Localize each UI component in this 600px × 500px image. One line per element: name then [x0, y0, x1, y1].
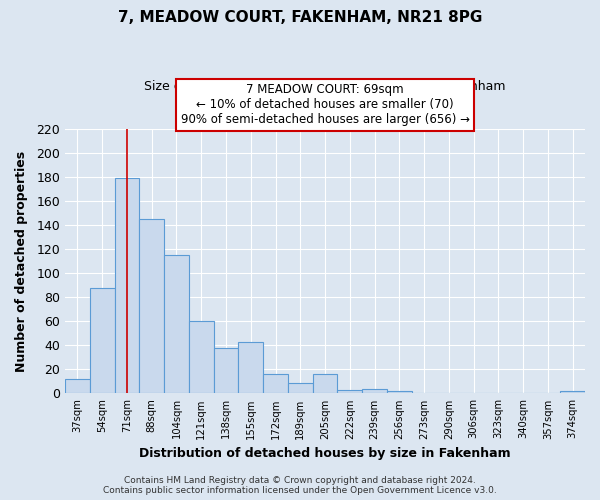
Bar	[139, 219, 164, 394]
Y-axis label: Number of detached properties: Number of detached properties	[15, 150, 28, 372]
Title: Size of property relative to detached houses in Fakenham: Size of property relative to detached ho…	[144, 80, 506, 93]
Text: 7, MEADOW COURT, FAKENHAM, NR21 8PG: 7, MEADOW COURT, FAKENHAM, NR21 8PG	[118, 10, 482, 25]
Bar	[337, 390, 362, 394]
Bar	[288, 382, 313, 394]
Bar	[189, 322, 214, 394]
Bar	[362, 388, 387, 394]
Bar	[313, 374, 337, 394]
Bar	[115, 178, 139, 394]
Bar	[214, 348, 238, 394]
Bar	[263, 374, 288, 394]
Bar	[164, 255, 189, 394]
Bar	[387, 391, 412, 394]
X-axis label: Distribution of detached houses by size in Fakenham: Distribution of detached houses by size …	[139, 447, 511, 460]
Text: 7 MEADOW COURT: 69sqm
← 10% of detached houses are smaller (70)
90% of semi-deta: 7 MEADOW COURT: 69sqm ← 10% of detached …	[181, 83, 470, 126]
Bar	[90, 288, 115, 394]
Bar	[65, 379, 90, 394]
Bar	[238, 342, 263, 394]
Bar	[560, 391, 585, 394]
Text: Contains HM Land Registry data © Crown copyright and database right 2024.
Contai: Contains HM Land Registry data © Crown c…	[103, 476, 497, 495]
